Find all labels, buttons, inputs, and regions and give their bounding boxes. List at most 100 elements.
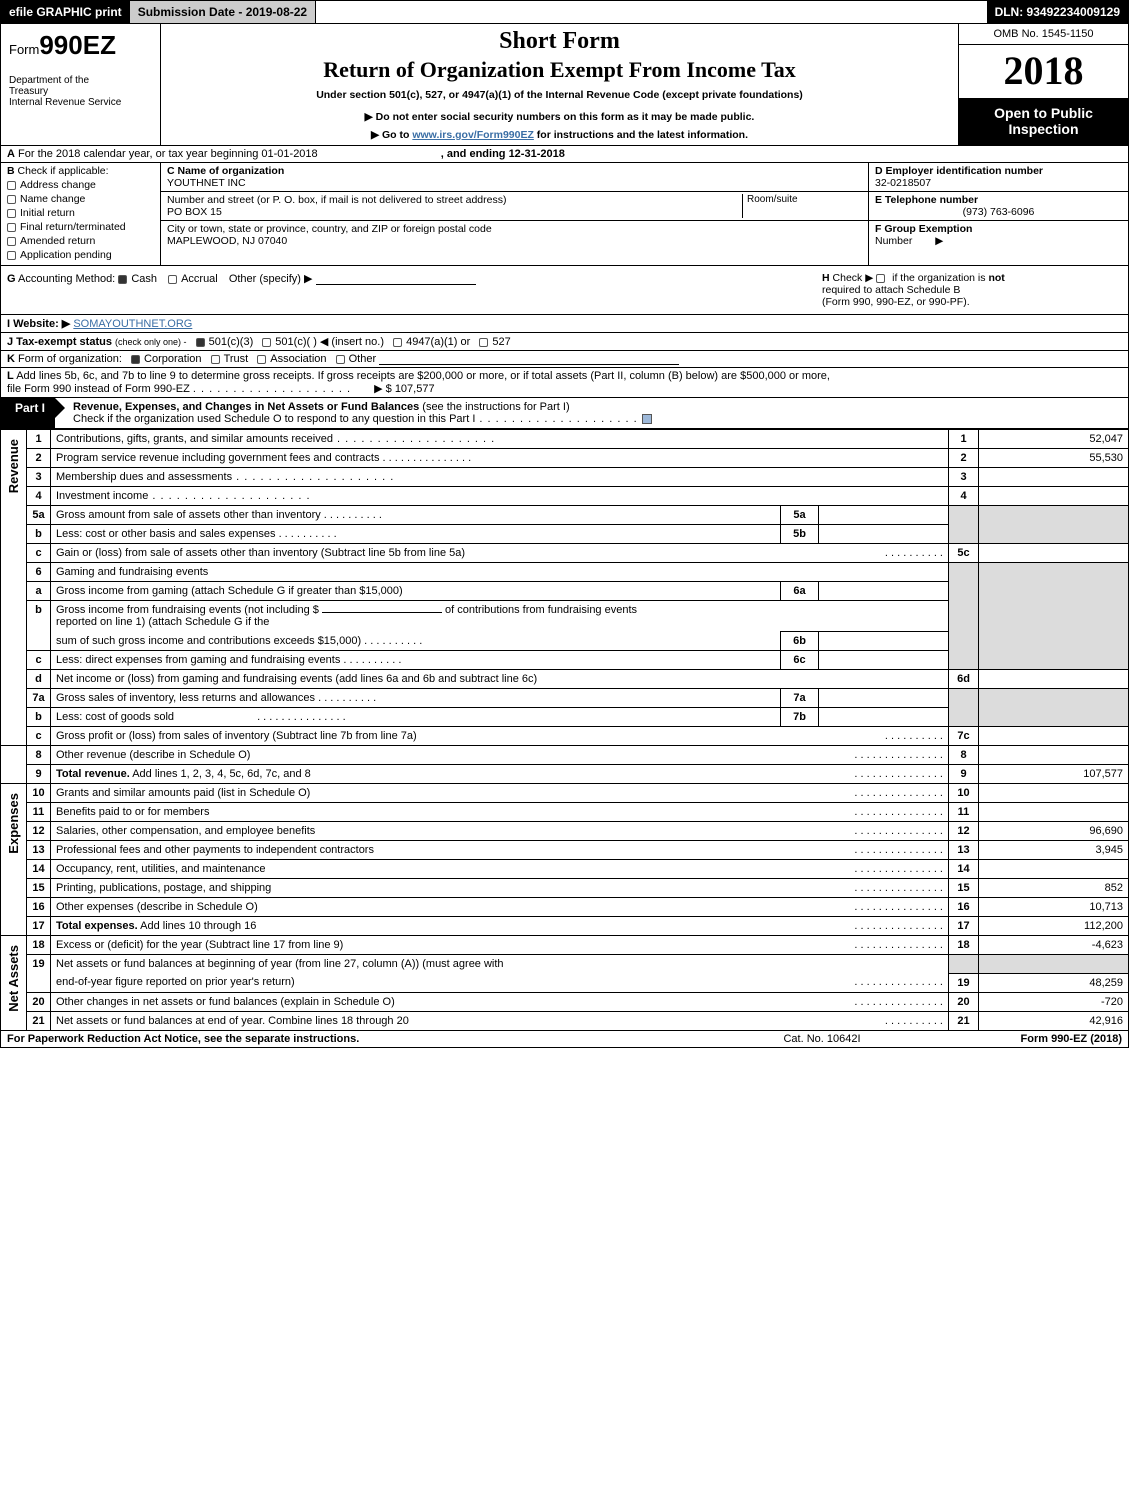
l20-dots bbox=[854, 996, 943, 1008]
room-suite-label: Room/suite bbox=[742, 194, 862, 218]
ein-value: 32-0218507 bbox=[875, 177, 1122, 189]
line-21: 21 Net assets or fund balances at end of… bbox=[1, 1011, 1129, 1030]
l15-dots bbox=[854, 882, 943, 894]
l6b-blank[interactable] bbox=[322, 612, 442, 613]
irs-link[interactable]: www.irs.gov/Form990EZ bbox=[412, 129, 534, 141]
line-7a: 7a Gross sales of inventory, less return… bbox=[1, 689, 1129, 708]
l18-n: 18 bbox=[27, 936, 51, 955]
l6-n: 6 bbox=[27, 563, 51, 582]
chk-initial-return-label: Initial return bbox=[20, 207, 75, 219]
chk-association[interactable]: Association bbox=[257, 353, 326, 365]
line-a-row: A For the 2018 calendar year, or tax yea… bbox=[0, 146, 1129, 163]
chk-corporation[interactable]: Corporation bbox=[131, 353, 201, 365]
website-link[interactable]: SOMAYOUTHNET.ORG bbox=[73, 318, 192, 330]
g-other-line[interactable] bbox=[316, 284, 476, 285]
l7b-d: Less: cost of goods sold bbox=[56, 711, 174, 723]
part1-checkbox[interactable] bbox=[642, 414, 652, 424]
l12-dots bbox=[854, 825, 943, 837]
line-7c: c Gross profit or (loss) from sales of i… bbox=[1, 727, 1129, 746]
rev-side-cont bbox=[1, 746, 27, 784]
l6a-n: a bbox=[27, 582, 51, 601]
chk-application-pending[interactable]: Application pending bbox=[7, 249, 154, 261]
l1-dots bbox=[333, 433, 495, 445]
chk-initial-return[interactable]: Initial return bbox=[7, 207, 154, 219]
line-13: 13 Professional fees and other payments … bbox=[1, 841, 1129, 860]
chk-501c[interactable]: 501(c)( ) ◀ (insert no.) bbox=[262, 336, 384, 348]
l15-n: 15 bbox=[27, 879, 51, 898]
line-2: 2 Program service revenue including gove… bbox=[1, 449, 1129, 468]
k-label: K bbox=[7, 353, 15, 365]
l4-dots bbox=[148, 490, 310, 502]
l9-val: 107,577 bbox=[979, 765, 1129, 784]
l10-dots bbox=[854, 787, 943, 799]
k-other-line[interactable] bbox=[379, 364, 679, 365]
l6-desc: Gaming and fundraising events bbox=[51, 563, 949, 582]
l17-desc: Total expenses. Add lines 10 through 16 bbox=[51, 917, 949, 936]
chk-4947[interactable]: 4947(a)(1) or bbox=[393, 336, 470, 348]
l5b-d: Less: cost or other basis and sales expe… bbox=[56, 528, 276, 540]
chk-501c3[interactable]: 501(c)(3) bbox=[196, 336, 254, 348]
chk-amended-return[interactable]: Amended return bbox=[7, 235, 154, 247]
k-text: Form of organization: bbox=[18, 353, 122, 365]
part1-title-block: Revenue, Expenses, and Changes in Net As… bbox=[55, 398, 1128, 428]
l4-d: Investment income bbox=[56, 490, 148, 502]
l14-num: 14 bbox=[949, 860, 979, 879]
l7b-n: b bbox=[27, 708, 51, 727]
goto-suffix: for instructions and the latest informat… bbox=[534, 129, 748, 141]
part1-suffix: (see the instructions for Part I) bbox=[419, 401, 569, 413]
l5b-subval bbox=[819, 525, 949, 544]
l6a-desc: Gross income from gaming (attach Schedul… bbox=[51, 582, 781, 601]
l10-n: 10 bbox=[27, 784, 51, 803]
header-left: Form990EZ Department of the Treasury Int… bbox=[1, 24, 161, 145]
chk-name-change-label: Name change bbox=[20, 193, 85, 205]
part1-dots bbox=[475, 413, 637, 425]
chk-address-change[interactable]: Address change bbox=[7, 179, 154, 191]
l5c-num: 5c bbox=[949, 544, 979, 563]
l19-n: 19 bbox=[27, 955, 51, 993]
chk-accrual[interactable]: Accrual bbox=[168, 273, 218, 285]
line-5c: c Gain or (loss) from sale of assets oth… bbox=[1, 544, 1129, 563]
paperwork-notice: For Paperwork Reduction Act Notice, see … bbox=[7, 1033, 722, 1045]
chk-other-org[interactable]: Other bbox=[336, 353, 377, 365]
l14-dots bbox=[854, 863, 943, 875]
dln-label: DLN: 93492234009129 bbox=[987, 1, 1128, 23]
group-exemption-cell: F Group Exemption Number ▶ bbox=[869, 221, 1128, 265]
line-6d: d Net income or (loss) from gaming and f… bbox=[1, 670, 1129, 689]
l3-d: Membership dues and assessments bbox=[56, 471, 232, 483]
l7a-subval bbox=[819, 689, 949, 708]
line-11: 11 Benefits paid to or for members 11 bbox=[1, 803, 1129, 822]
phone-value: (973) 763-6096 bbox=[875, 206, 1122, 218]
l4-desc: Investment income bbox=[51, 487, 949, 506]
l6b-n: b bbox=[27, 601, 51, 651]
chk-527[interactable]: 527 bbox=[479, 336, 510, 348]
line-12: 12 Salaries, other compensation, and emp… bbox=[1, 822, 1129, 841]
l15-val: 852 bbox=[979, 879, 1129, 898]
l6d-num: 6d bbox=[949, 670, 979, 689]
l5b-desc: Less: cost or other basis and sales expe… bbox=[51, 525, 781, 544]
dept-line2: Treasury bbox=[9, 86, 152, 97]
chk-accrual-label: Accrual bbox=[181, 273, 218, 285]
header-mid: Short Form Return of Organization Exempt… bbox=[161, 24, 958, 145]
chk-final-return[interactable]: Final return/terminated bbox=[7, 221, 154, 233]
l9-n: 9 bbox=[27, 765, 51, 784]
chk-cash[interactable]: Cash bbox=[118, 273, 157, 285]
line-19a: 19 Net assets or fund balances at beginn… bbox=[1, 955, 1129, 974]
top-bar: efile GRAPHIC print Submission Date - 20… bbox=[0, 0, 1129, 24]
l3-desc: Membership dues and assessments bbox=[51, 468, 949, 487]
l16-num: 16 bbox=[949, 898, 979, 917]
efile-print-button[interactable]: efile GRAPHIC print bbox=[1, 1, 130, 23]
l6d-n: d bbox=[27, 670, 51, 689]
l11-dots bbox=[854, 806, 943, 818]
l9-d2: Add lines 1, 2, 3, 4, 5c, 6d, 7c, and 8 bbox=[130, 768, 311, 780]
under-section-text: Under section 501(c), 527, or 4947(a)(1)… bbox=[167, 89, 952, 101]
l14-desc: Occupancy, rent, utilities, and maintena… bbox=[51, 860, 949, 879]
chk-address-change-label: Address change bbox=[20, 179, 96, 191]
chk-trust[interactable]: Trust bbox=[211, 353, 249, 365]
chk-h[interactable] bbox=[876, 272, 889, 284]
h-text2: if the organization is bbox=[892, 272, 988, 284]
city-label: City or town, state or province, country… bbox=[167, 223, 862, 235]
l6c-d: Less: direct expenses from gaming and fu… bbox=[56, 654, 340, 666]
chk-name-change[interactable]: Name change bbox=[7, 193, 154, 205]
l8-n: 8 bbox=[27, 746, 51, 765]
l12-n: 12 bbox=[27, 822, 51, 841]
